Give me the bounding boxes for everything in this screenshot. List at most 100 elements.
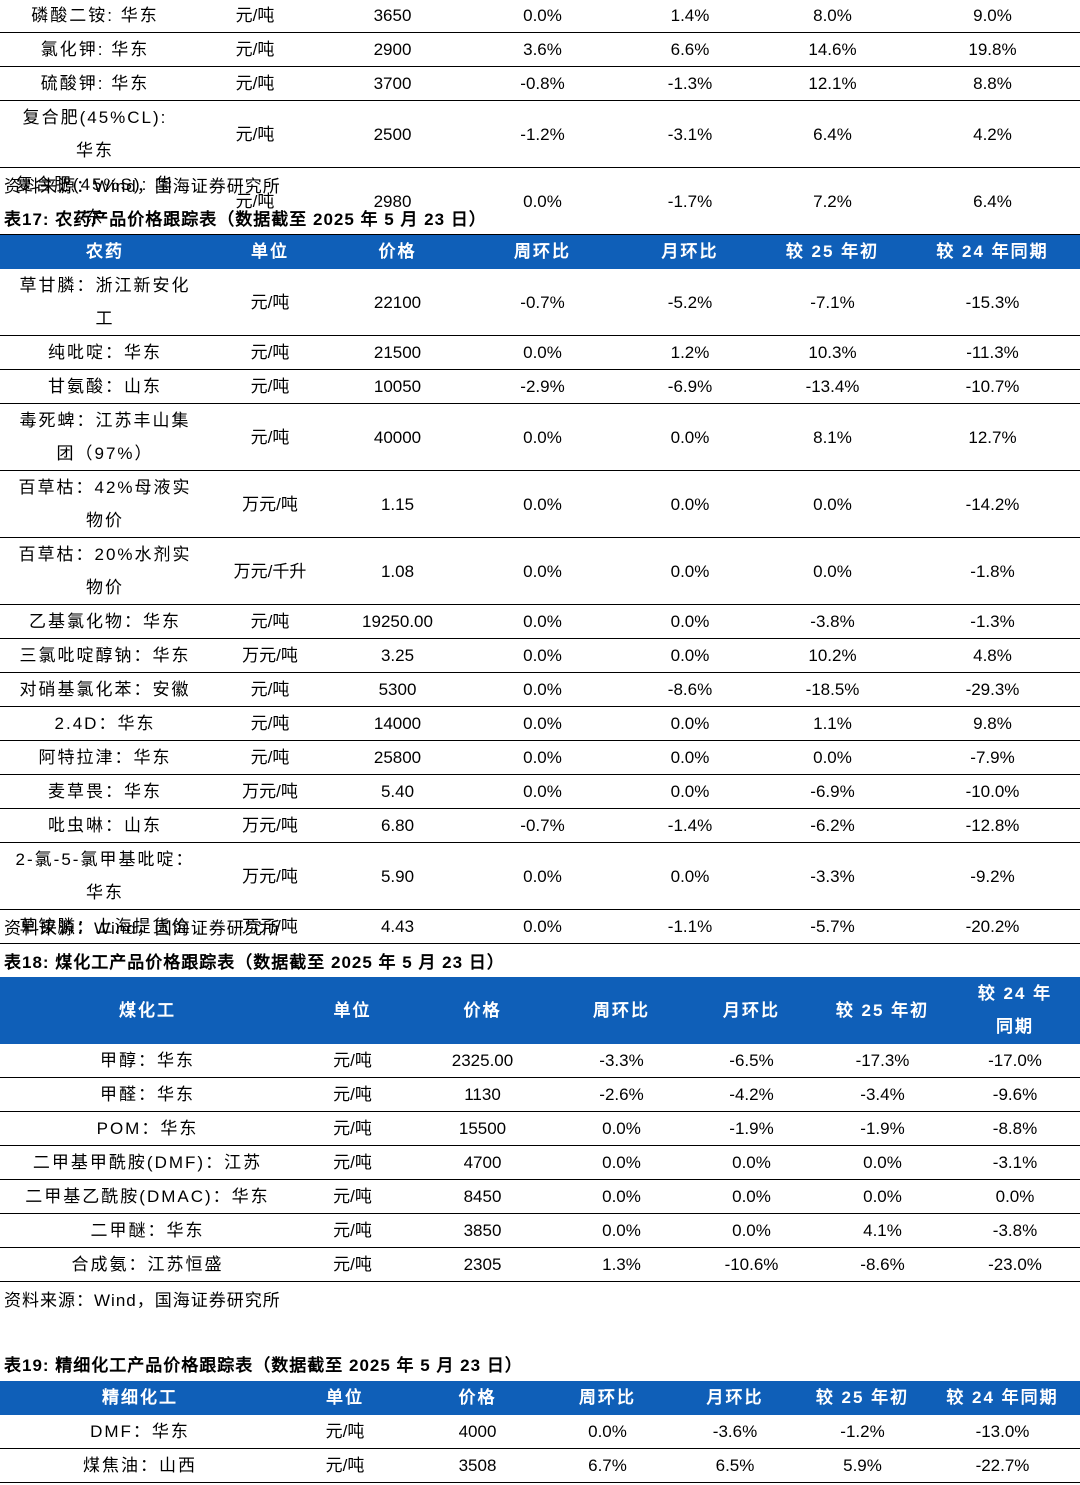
header-cell: 精细化工 bbox=[0, 1381, 280, 1415]
table-row: 吡虫啉：山东 万元/吨 6.80 -0.7% -1.4% -6.2% -12.8% bbox=[0, 808, 1080, 843]
table-row: 合成氨：江苏恒盛 元/吨 2305 1.3% -10.6% -8.6% -23.0% bbox=[0, 1247, 1080, 1282]
table-cell: 元/吨 bbox=[210, 604, 330, 639]
table-cell: 元/吨 bbox=[295, 1077, 410, 1112]
table-cell: 4.1% bbox=[815, 1213, 950, 1248]
table-cell: 硫酸钾: 华东 bbox=[0, 66, 190, 101]
table-cell: 元/吨 bbox=[210, 706, 330, 741]
header-row: 精细化工 单位 价格 周环比 月环比较 25 年初较 24 年同期 bbox=[0, 1381, 1080, 1415]
table-row: 纯吡啶：华东 元/吨 21500 0.0% 1.2% 10.3% -11.3% bbox=[0, 335, 1080, 370]
table-cell: -5.2% bbox=[620, 268, 760, 336]
table-cell: 21500 bbox=[330, 335, 465, 370]
table-row: 复合肥(45%S): 华东 元/吨 2980 0.0% -1.7% 7.2% 6.4% bbox=[0, 167, 1080, 235]
table-cell: 0.0% bbox=[688, 1179, 815, 1214]
table-cell: 0.0% bbox=[620, 470, 760, 538]
table-cell: 9.0% bbox=[905, 0, 1080, 33]
table-cell: -1.9% bbox=[688, 1111, 815, 1146]
table-cell: 0.0% bbox=[688, 1145, 815, 1180]
table-cell: 0.0% bbox=[950, 1179, 1080, 1214]
table-cell: -1.3% bbox=[905, 604, 1080, 639]
table-cell: 10.2% bbox=[760, 638, 905, 673]
table-grid: 磷酸二铵: 华东 元/吨 3650 0.0% 1.4% 8.0% 9.0% 氯化钾: 华东 元/… bbox=[0, 0, 1080, 235]
header-cell: 煤化工 bbox=[0, 977, 295, 1044]
table-cell: 合成氨：江苏恒盛 bbox=[0, 1247, 295, 1282]
table-row: 2-氯-5-氯甲基吡啶：华东 万元/吨 5.90 0.0% 0.0% -3.3% -9.2% bbox=[0, 842, 1080, 910]
header-cell: 单位 bbox=[295, 977, 410, 1044]
table-cell: 1.15 bbox=[330, 470, 465, 538]
table-cell: -10.6% bbox=[688, 1247, 815, 1282]
table-cell: 0.0% bbox=[620, 774, 760, 809]
table-cell: 2500 bbox=[320, 100, 465, 168]
source-note: 资料来源：Wind，国海证券研究所 bbox=[4, 1291, 281, 1310]
header-cell: 较 25 年初 bbox=[760, 235, 905, 269]
table-cell: 元/吨 bbox=[295, 1043, 410, 1078]
table-cell: 元/吨 bbox=[190, 32, 320, 67]
table-cell: 8.1% bbox=[760, 403, 905, 471]
table-row: 草甘膦：浙江新安化工 元/吨 22100 -0.7% -5.2% -7.1% -15.3% bbox=[0, 268, 1080, 336]
header-cell: 月环比 bbox=[670, 1381, 800, 1415]
table-row: 二甲醚：华东 元/吨 3850 0.0% 0.0% 4.1% -3.8% bbox=[0, 1213, 1080, 1248]
table-cell: -0.7% bbox=[465, 808, 620, 843]
table-cell: 3.25 bbox=[330, 638, 465, 673]
table-row: 草铵膦：上海提货价 万元/吨 4.43 0.0% -1.1% -5.7% -20.2% bbox=[0, 909, 1080, 944]
table-cell: -0.8% bbox=[465, 66, 620, 101]
table-cell: 元/吨 bbox=[295, 1111, 410, 1146]
table: 农药 单位 价格 周环比 月环比较 25 年初较 24 年同期 草甘膦：浙江新安化工 元/吨… bbox=[0, 235, 1080, 944]
table-cell: -2.9% bbox=[465, 369, 620, 404]
table-cell: -10.0% bbox=[905, 774, 1080, 809]
table-cell: -6.9% bbox=[760, 774, 905, 809]
table-cell: 复合肥(45%S): 华东 bbox=[0, 167, 190, 235]
table-cell: 5.9% bbox=[800, 1448, 925, 1483]
table-cell: 二甲基乙酰胺(DMAC)：华东 bbox=[0, 1179, 295, 1214]
table-cell: 元/吨 bbox=[295, 1247, 410, 1282]
table-cell: 8.8% bbox=[905, 66, 1080, 101]
table-cell: 元/吨 bbox=[210, 268, 330, 336]
table-cell: 甲醇：华东 bbox=[0, 1043, 295, 1078]
table-cell: -6.9% bbox=[620, 369, 760, 404]
table-cell: 元/吨 bbox=[190, 100, 320, 168]
table-cell: 元/吨 bbox=[210, 369, 330, 404]
table-cell: 14000 bbox=[330, 706, 465, 741]
table-title: 表18: 煤化工产品价格跟踪表（数据截至 2025 年 5 月 23 日） bbox=[4, 953, 505, 972]
table-cell: 8.0% bbox=[760, 0, 905, 33]
table-cell: 6.80 bbox=[330, 808, 465, 843]
table-cell: 2325.00 bbox=[410, 1043, 555, 1078]
table-row: 甘氨酸：山东 元/吨 10050 -2.9% -6.9% -13.4% -10.7% bbox=[0, 369, 1080, 404]
table-cell: 3650 bbox=[320, 0, 465, 33]
table-cell: 10.3% bbox=[760, 335, 905, 370]
header-cell: 较 24 年同期 bbox=[925, 1381, 1080, 1415]
table-cell: 0.0% bbox=[688, 1213, 815, 1248]
table-cell: 0.0% bbox=[760, 537, 905, 605]
table-cell: 元/吨 bbox=[190, 167, 320, 235]
table-cell: 复合肥(45%CL): 华东 bbox=[0, 100, 190, 168]
table-row: 毒死蜱：江苏丰山集团（97%） 元/吨 40000 0.0% 0.0% 8.1% 12.7% bbox=[0, 403, 1080, 471]
table-cell: 元/吨 bbox=[295, 1179, 410, 1214]
table-cell: 草甘膦：浙江新安化工 bbox=[0, 268, 210, 336]
table-cell: 0.0% bbox=[465, 0, 620, 33]
table-cell: 三氯吡啶醇钠：华东 bbox=[0, 638, 210, 673]
table-cell: 甘氨酸：山东 bbox=[0, 369, 210, 404]
header-cell: 单位 bbox=[280, 1381, 410, 1415]
table-cell: 0.0% bbox=[465, 909, 620, 944]
table-cell: 煤焦油：山西 bbox=[0, 1448, 280, 1483]
table-cell: 1.4% bbox=[620, 0, 760, 33]
table-cell: -12.8% bbox=[905, 808, 1080, 843]
table-title: 表17: 农药产品价格跟踪表（数据截至 2025 年 5 月 23 日） bbox=[4, 210, 487, 229]
table-cell: -1.7% bbox=[620, 167, 760, 235]
header-cell: 价格 bbox=[330, 235, 465, 269]
table-row: 百草枯：42%母液实物价 万元/吨 1.15 0.0% 0.0% 0.0% -14.2% bbox=[0, 470, 1080, 538]
table-cell: 阿特拉津：华东 bbox=[0, 740, 210, 775]
table-cell: -8.8% bbox=[950, 1111, 1080, 1146]
table-cell: 元/吨 bbox=[210, 740, 330, 775]
table-cell: -3.8% bbox=[950, 1213, 1080, 1248]
table-cell: 0.0% bbox=[620, 638, 760, 673]
header-cell: 较 25 年初 bbox=[815, 977, 950, 1044]
header-cell: 较 25 年初 bbox=[800, 1381, 925, 1415]
table-cell: 0.0% bbox=[620, 604, 760, 639]
table-cell: -8.6% bbox=[815, 1247, 950, 1282]
header-cell: 价格 bbox=[410, 977, 555, 1044]
table-cell: 0.0% bbox=[555, 1213, 688, 1248]
table-cell: 二甲醚：华东 bbox=[0, 1213, 295, 1248]
table-cell: -13.4% bbox=[760, 369, 905, 404]
table-cell: 0.0% bbox=[465, 167, 620, 235]
table-row: 复合肥(45%CL): 华东 元/吨 2500 -1.2% -3.1% 6.4% 4.2% bbox=[0, 100, 1080, 168]
